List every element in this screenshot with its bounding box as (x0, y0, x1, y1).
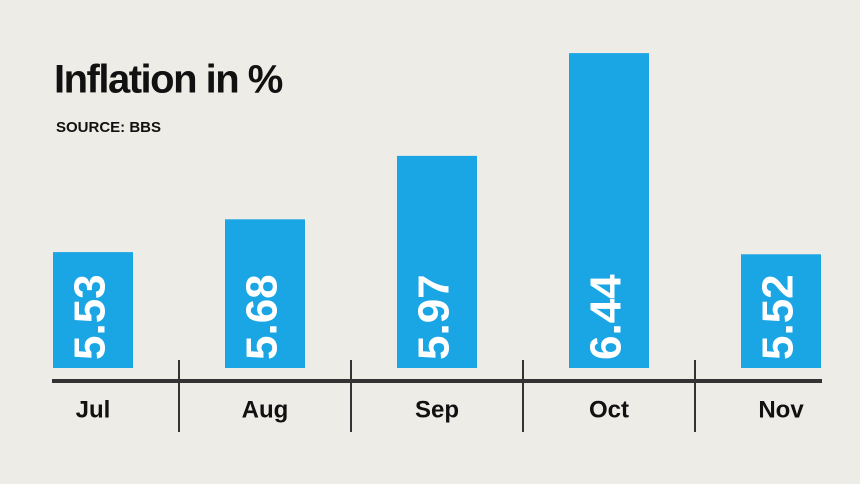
data-label: 6.44 (582, 274, 631, 360)
bar (53, 252, 133, 368)
data-label: 5.97 (410, 274, 459, 360)
chart-title: Inflation in % (54, 58, 283, 102)
chart-subtitle: SOURCE: BBS (56, 119, 161, 136)
x-tick-label: Oct (589, 396, 629, 423)
bar (569, 53, 649, 369)
data-label: 5.52 (754, 274, 803, 360)
x-tick-label: Aug (242, 396, 289, 423)
data-label: 5.68 (238, 274, 287, 360)
x-tick-label: Sep (415, 396, 459, 423)
bar (397, 155, 477, 368)
bar (741, 254, 821, 368)
data-label: 5.53 (66, 274, 115, 360)
x-tick-label: Jul (76, 396, 111, 423)
bar (225, 219, 305, 368)
x-tick-label: Nov (758, 396, 804, 423)
